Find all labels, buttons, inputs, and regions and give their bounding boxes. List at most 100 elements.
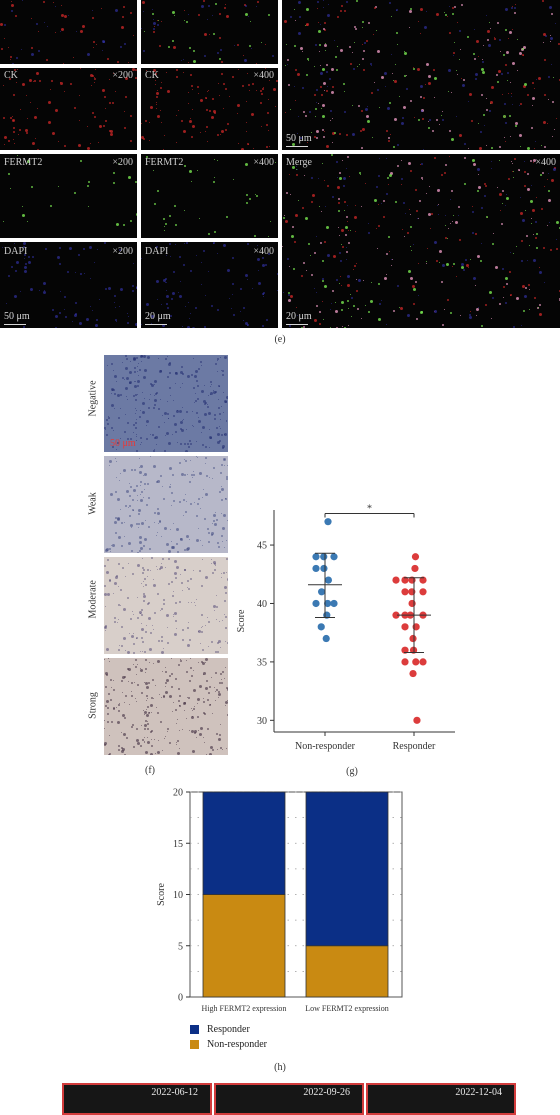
data-point <box>324 518 332 526</box>
if-panel-merge-top: 50 μm <box>282 0 560 150</box>
ihc-label-moderate: Moderate <box>87 580 99 619</box>
panel-label: DAPI <box>4 246 28 257</box>
y-tick-label: 40 <box>257 599 267 610</box>
if-panel-top-mid <box>141 0 278 64</box>
if-panel-dapi-400: DAPI ×400 20 μm <box>141 242 278 328</box>
scale-bar: 50 μm <box>110 438 136 449</box>
mri-date: 2022-09-26 <box>303 1087 350 1098</box>
ihc-label-strong: Strong <box>87 692 99 719</box>
mri-image-2: 2022-09-26 <box>214 1083 364 1115</box>
y-axis-label: Score <box>236 609 247 632</box>
y-tick-label: 45 <box>257 541 267 552</box>
legend-item-nonresponder: Non-responder <box>190 1039 267 1050</box>
panel-label: FERMT2 <box>145 157 184 168</box>
data-point <box>401 658 409 666</box>
caption-h: (h) <box>274 1062 286 1073</box>
if-panel-fermt2-200: FERMT2 ×200 <box>0 154 137 238</box>
scale-bar: 50 μm <box>286 133 312 147</box>
caption-g: (g) <box>346 766 358 777</box>
panel-label: FERMT2 <box>4 157 43 168</box>
legend-item-responder: Responder <box>190 1024 267 1035</box>
y-tick-label: 5 <box>178 941 183 952</box>
if-panel-fermt2-400: FERMT2 ×400 <box>141 154 278 238</box>
caption-e: (e) <box>274 334 286 345</box>
legend-swatch-responder <box>190 1025 199 1034</box>
ihc-image-strong <box>104 658 228 755</box>
ihc-image-moderate <box>104 557 228 654</box>
panel-magnification: ×400 <box>253 157 274 168</box>
ihc-image-weak <box>104 456 228 553</box>
x-tick-label: Non-responder <box>295 741 356 752</box>
panel-magnification: ×400 <box>253 246 274 257</box>
ihc-label-negative: Negative <box>87 380 99 417</box>
data-point <box>312 553 320 561</box>
panel-magnification: ×200 <box>112 246 133 257</box>
if-panel-merge-400: Merge ×400 20 μm <box>282 154 560 328</box>
data-point <box>419 588 427 596</box>
legend: Responder Non-responder <box>190 1024 267 1050</box>
if-panel-ck-400: CK ×400 <box>141 68 278 150</box>
data-point <box>320 564 328 573</box>
panel-label: CK <box>145 70 159 81</box>
scatter-chart: 30 35 40 45 Score Non-responder Responder * <box>236 504 455 752</box>
stacked-bar-chart: 0 5 10 15 20 Score High FERMT2 expression Low F… <box>156 788 403 1013</box>
panel-label: CK <box>4 70 18 81</box>
data-point <box>320 553 328 561</box>
panel-magnification: ×400 <box>535 157 556 168</box>
data-point <box>324 599 332 608</box>
ihc-label-weak: Weak <box>87 492 99 515</box>
data-point <box>412 658 420 666</box>
data-point <box>411 553 420 561</box>
data-point <box>419 658 427 666</box>
panel-magnification: ×400 <box>253 70 274 81</box>
data-point <box>312 564 320 573</box>
data-point <box>401 623 409 631</box>
caption-f: (f) <box>145 765 155 776</box>
data-point <box>324 576 333 584</box>
data-point <box>409 634 417 643</box>
legend-label-nonresponder: Non-responder <box>207 1039 267 1050</box>
scale-bar: 20 μm <box>286 311 312 325</box>
ihc-image-negative: 50 μm <box>104 355 228 452</box>
data-point <box>401 588 409 596</box>
data-point <box>401 646 409 654</box>
data-point <box>330 553 338 561</box>
if-panel-dapi-200: DAPI ×200 50 μm <box>0 242 137 328</box>
data-point <box>413 716 421 724</box>
data-point <box>411 564 419 573</box>
panel-magnification: ×200 <box>112 157 133 168</box>
significance-marker: * <box>367 504 372 515</box>
scale-bar: 20 μm <box>145 311 171 325</box>
y-tick-label: 10 <box>173 890 183 901</box>
bar-segment <box>202 894 286 998</box>
mri-date: 2022-12-04 <box>455 1087 502 1098</box>
mri-image-1: 2022-06-12 <box>62 1083 212 1115</box>
y-tick-label: 35 <box>257 657 267 668</box>
data-point <box>312 599 320 608</box>
scale-bar: 50 μm <box>4 311 30 325</box>
data-point <box>408 599 416 608</box>
x-tick-label: High FERMT2 expression <box>202 1004 287 1013</box>
mri-image-3: 2022-12-04 <box>366 1083 516 1115</box>
if-panel-top-left <box>0 0 137 64</box>
panel-label: Merge <box>286 157 312 168</box>
y-tick-label: 30 <box>257 716 267 727</box>
bar-segment <box>305 945 389 998</box>
data-point <box>409 669 417 678</box>
data-point <box>330 599 338 608</box>
panel-label: DAPI <box>145 246 169 257</box>
legend-label-responder: Responder <box>207 1024 250 1035</box>
y-tick-label: 0 <box>178 993 183 1004</box>
data-point <box>401 576 409 584</box>
data-point <box>317 588 326 596</box>
x-tick-label: Responder <box>393 741 436 752</box>
legend-swatch-nonresponder <box>190 1040 199 1049</box>
y-axis-label: Score <box>156 883 167 906</box>
x-tick-label: Low FERMT2 expression <box>305 1004 389 1013</box>
data-point <box>419 576 427 584</box>
y-tick-label: 15 <box>173 839 183 850</box>
data-point <box>392 576 400 584</box>
data-point <box>392 611 400 619</box>
bar-segment <box>202 791 286 895</box>
y-tick-label: 20 <box>173 788 183 799</box>
